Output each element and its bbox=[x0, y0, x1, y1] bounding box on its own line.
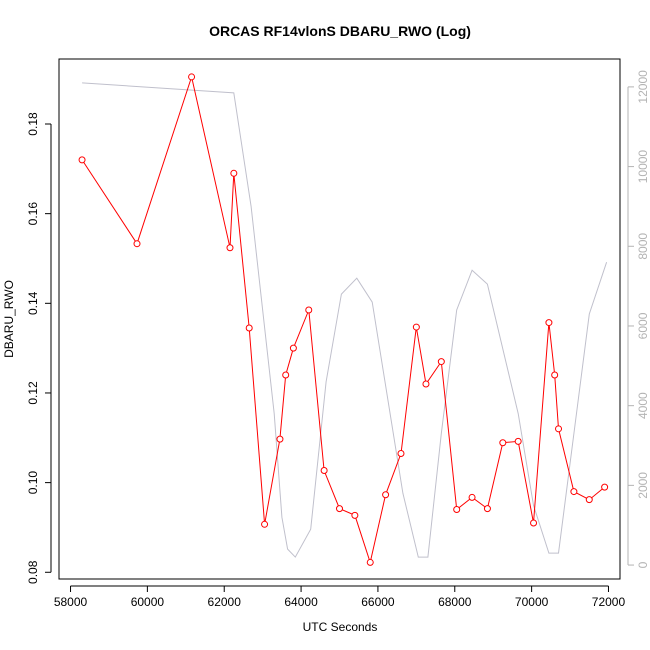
data-point bbox=[336, 505, 343, 513]
data-point bbox=[514, 437, 522, 445]
y-tick-label: 0.08 bbox=[26, 560, 40, 584]
data-point bbox=[601, 483, 609, 491]
data-point bbox=[305, 306, 313, 314]
y-axis-label: DBARU_RWO bbox=[2, 280, 16, 358]
left-axis-series-layer bbox=[78, 73, 609, 566]
x-tick-label: 64000 bbox=[284, 595, 318, 609]
y-axis-right: 0 2000 4000 6000 8000 10000 12000 bbox=[627, 70, 650, 568]
plot-area bbox=[58, 58, 621, 580]
data-point bbox=[351, 511, 359, 519]
data-point bbox=[320, 467, 328, 475]
y2-tick-label: 2000 bbox=[636, 472, 650, 499]
x-tick-label: 72000 bbox=[592, 595, 626, 609]
data-point bbox=[366, 558, 374, 566]
data-point bbox=[245, 324, 253, 332]
data-point bbox=[585, 496, 593, 504]
y-axis-left: 0.08 0.10 0.12 0.14 0.16 0.18 bbox=[26, 112, 52, 584]
x-tick-label: 62000 bbox=[208, 595, 242, 609]
y-tick-label: 0.12 bbox=[26, 381, 40, 405]
data-point bbox=[382, 491, 390, 499]
data-point bbox=[483, 505, 491, 513]
data-point bbox=[276, 435, 284, 443]
data-point bbox=[570, 488, 578, 496]
y2-tick-label: 6000 bbox=[636, 312, 650, 339]
data-point bbox=[230, 169, 238, 177]
data-point bbox=[133, 240, 141, 248]
y-tick-label: 0.16 bbox=[26, 202, 40, 226]
data-point bbox=[282, 371, 290, 379]
x-tick-label: 70000 bbox=[515, 595, 549, 609]
data-point bbox=[226, 244, 234, 252]
data-point bbox=[78, 156, 86, 164]
y2-tick-label: 0 bbox=[636, 561, 650, 568]
data-point bbox=[412, 323, 420, 331]
data-point bbox=[555, 425, 563, 433]
y2-tick-label: 8000 bbox=[636, 233, 650, 260]
right-axis-series-line bbox=[82, 82, 608, 558]
x-axis: 58000 60000 62000 64000 66000 68000 70000 72000 bbox=[54, 585, 626, 609]
left-axis-series-line bbox=[81, 75, 605, 565]
data-point bbox=[188, 73, 196, 81]
x-tick-label: 60000 bbox=[131, 595, 165, 609]
data-point bbox=[289, 344, 297, 352]
y2-tick-label: 10000 bbox=[636, 150, 650, 184]
x-tick-label: 68000 bbox=[438, 595, 472, 609]
data-point bbox=[261, 520, 269, 528]
data-point bbox=[468, 493, 476, 501]
data-point bbox=[453, 506, 461, 514]
y2-tick-label: 4000 bbox=[636, 392, 650, 419]
x-tick-label: 58000 bbox=[54, 595, 88, 609]
y-tick-label: 0.18 bbox=[26, 112, 40, 136]
right-axis-series-layer bbox=[82, 82, 608, 558]
x-axis-label: UTC Seconds bbox=[303, 620, 378, 634]
data-point bbox=[499, 439, 507, 447]
chart-title: ORCAS RF14vlonS DBARU_RWO (Log) bbox=[209, 23, 471, 39]
y2-tick-label: 12000 bbox=[636, 70, 650, 104]
data-point bbox=[437, 358, 445, 366]
data-point bbox=[545, 319, 553, 327]
x-tick-label: 66000 bbox=[361, 595, 395, 609]
data-point bbox=[551, 371, 559, 379]
y-tick-label: 0.10 bbox=[26, 471, 40, 495]
data-point bbox=[422, 380, 430, 388]
data-point bbox=[397, 449, 405, 457]
y-tick-label: 0.14 bbox=[26, 291, 40, 315]
data-point bbox=[530, 519, 538, 527]
